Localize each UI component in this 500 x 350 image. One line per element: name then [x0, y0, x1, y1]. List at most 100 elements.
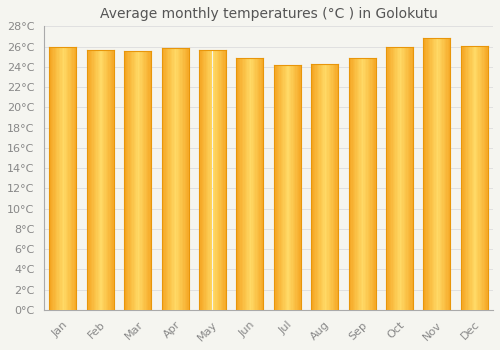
Bar — [472, 46, 473, 310]
Bar — [366, 58, 368, 310]
Bar — [202, 50, 203, 310]
Bar — [200, 50, 202, 310]
Bar — [148, 51, 150, 310]
Bar — [106, 50, 107, 310]
Bar — [140, 51, 141, 310]
Bar — [88, 50, 90, 310]
Bar — [312, 64, 314, 310]
Bar — [90, 50, 91, 310]
Bar — [288, 65, 290, 310]
Bar — [62, 47, 63, 310]
Bar — [437, 38, 438, 310]
Bar — [203, 50, 204, 310]
Bar — [246, 58, 247, 310]
Bar — [95, 50, 96, 310]
Bar — [108, 50, 110, 310]
Bar — [150, 51, 151, 310]
Bar — [180, 48, 182, 310]
Bar — [393, 47, 394, 310]
Bar — [92, 50, 94, 310]
Bar — [462, 46, 464, 310]
Bar — [445, 38, 446, 310]
Bar — [60, 47, 62, 310]
Bar — [394, 47, 396, 310]
Bar — [179, 48, 180, 310]
Bar — [330, 64, 332, 310]
Bar — [51, 47, 52, 310]
Bar — [400, 47, 401, 310]
Bar — [70, 47, 71, 310]
Bar — [389, 47, 390, 310]
Bar — [402, 47, 404, 310]
Bar — [212, 50, 214, 310]
Bar — [99, 50, 100, 310]
Bar — [274, 65, 275, 310]
Bar — [68, 47, 70, 310]
Bar — [441, 38, 442, 310]
Bar — [466, 46, 468, 310]
Bar — [334, 64, 336, 310]
Bar — [110, 50, 111, 310]
Bar — [275, 65, 276, 310]
Bar — [162, 48, 163, 310]
Bar — [316, 64, 318, 310]
Bar — [54, 47, 55, 310]
Bar — [183, 48, 184, 310]
Bar — [50, 47, 51, 310]
Bar — [128, 51, 130, 310]
Bar — [433, 38, 434, 310]
Bar — [360, 58, 361, 310]
Bar — [176, 48, 178, 310]
Bar — [131, 51, 132, 310]
Bar — [184, 48, 186, 310]
Bar — [186, 48, 187, 310]
Bar — [436, 38, 437, 310]
Bar — [412, 47, 413, 310]
Bar — [71, 47, 72, 310]
Bar — [214, 50, 215, 310]
Bar — [252, 58, 254, 310]
Bar — [210, 50, 211, 310]
Bar — [280, 65, 282, 310]
Bar — [124, 51, 126, 310]
Bar — [276, 65, 278, 310]
Bar — [58, 47, 59, 310]
Bar — [96, 50, 98, 310]
Bar — [138, 51, 139, 310]
Bar — [87, 50, 88, 310]
Bar — [63, 47, 64, 310]
Bar — [333, 64, 334, 310]
Bar — [314, 64, 316, 310]
Bar — [219, 50, 220, 310]
Bar — [236, 58, 238, 310]
Bar — [438, 38, 440, 310]
Bar — [432, 38, 433, 310]
Bar — [374, 58, 376, 310]
Bar — [136, 51, 138, 310]
Bar — [130, 51, 131, 310]
Bar — [187, 48, 188, 310]
Bar — [476, 46, 477, 310]
Bar — [390, 47, 392, 310]
Bar — [170, 48, 171, 310]
Bar — [146, 51, 147, 310]
Bar — [66, 47, 67, 310]
Bar — [75, 47, 76, 310]
Bar — [294, 65, 296, 310]
Bar — [171, 48, 172, 310]
Bar — [336, 64, 337, 310]
Bar — [278, 65, 279, 310]
Bar — [55, 47, 56, 310]
Bar — [486, 46, 488, 310]
Bar — [388, 47, 389, 310]
Bar — [104, 50, 106, 310]
Bar — [94, 50, 95, 310]
Bar — [166, 48, 167, 310]
Bar — [282, 65, 284, 310]
Bar — [292, 65, 294, 310]
Bar — [182, 48, 183, 310]
Bar — [401, 47, 402, 310]
Bar — [174, 48, 175, 310]
Bar — [143, 51, 144, 310]
Bar — [406, 47, 408, 310]
